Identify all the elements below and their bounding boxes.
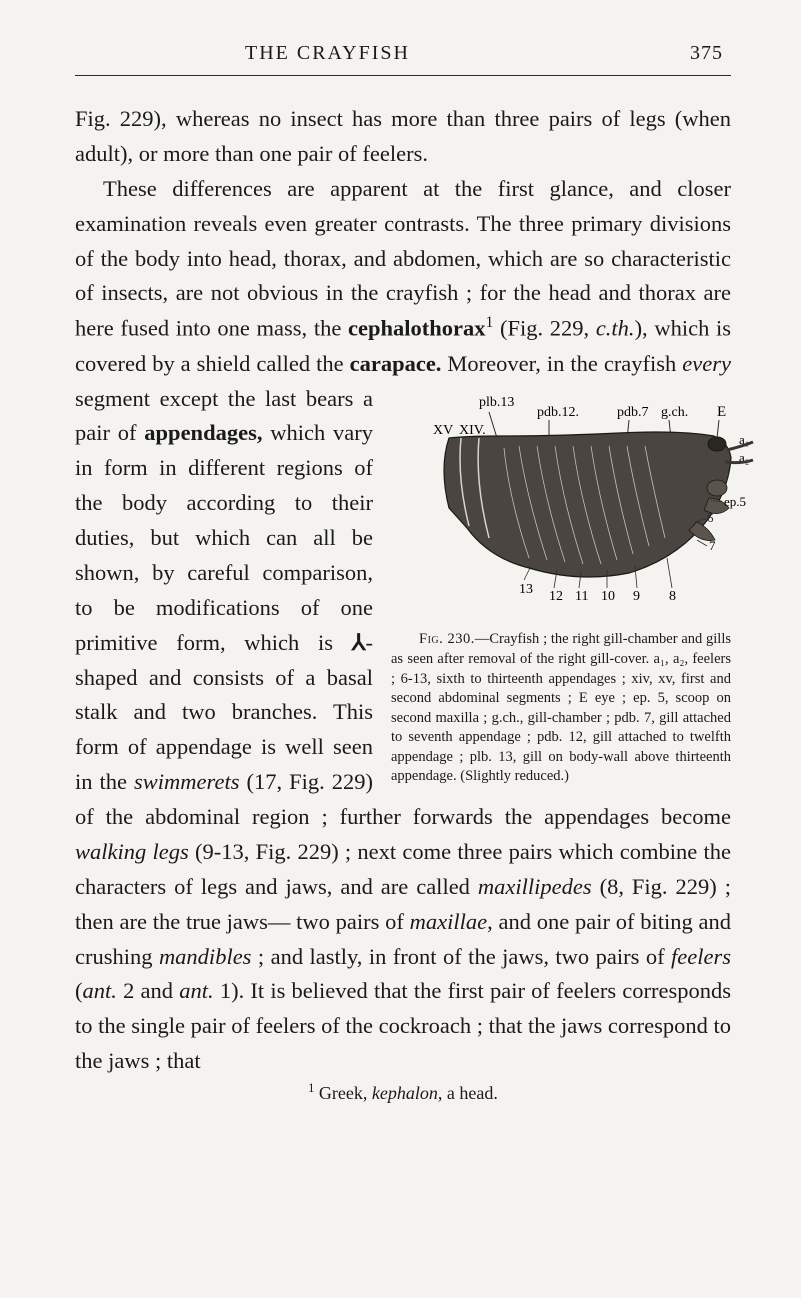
leader-line [489,412,497,438]
abbrev-cth: c.th. [596,316,635,341]
footnote-text-b: , a head. [438,1083,498,1103]
footnote: 1 Greek, kephalon, a head. [75,1079,731,1108]
body-text: Fig. 229), whereas no insect has more th… [75,102,731,1108]
lambda-symbol: ⅄ [352,630,366,655]
abbrev-ant2: ant. [83,978,117,1003]
leader-line [717,420,719,438]
page-header: THE CRAYFISH 375 [75,42,731,65]
figure-caption: Fig. 230.—Crayfish ; the right gill-cham… [391,630,731,787]
label-gch: g.ch. [661,405,688,420]
footnote-text-a: Greek, [314,1083,371,1103]
page: THE CRAYFISH 375 Fig. 229), whereas no i… [0,0,801,1148]
term-walking-legs: walking legs [75,839,189,864]
term-maxillae: maxillae [410,909,487,934]
label-9: 9 [633,589,640,604]
term-mandibles: mandibles [159,944,252,969]
page-number: 375 [690,42,723,65]
term-maxillipedes: maxillipedes [478,874,592,899]
text: which vary in form in different regions … [75,420,373,654]
abbrev-ant1: ant. [179,978,213,1003]
label-8: 8 [669,589,676,604]
label-E: E [717,404,726,420]
header-title: THE CRAYFISH [245,42,410,65]
word-every: every [682,351,731,376]
eye [708,437,726,451]
label-plb13: plb.13 [479,395,514,410]
text: (Fig. 229, [493,316,595,341]
label-7: 7 [709,538,716,553]
leader-line [697,540,707,546]
label-12: 12 [549,589,563,604]
paragraph-2: These differences are apparent at the fi… [75,172,731,1079]
label-6: 6 [707,510,714,525]
label-ep5: ep.5 [724,494,746,509]
paragraph-1: Fig. 229), whereas no insect has more th… [75,102,731,172]
leader-line [667,558,672,588]
label-11: 11 [575,589,588,604]
term-feelers: feelers [671,944,731,969]
term-carapace: carapace. [350,351,442,376]
term-appendages: appendages, [144,420,262,445]
text: Moreover, in the crayfish [441,351,682,376]
caption-text: —Crayfish ; the right gill-chamber and g… [391,631,731,784]
crayfish-diagram: plb.13 pdb.12. pdb.7 g.ch. E XV XIV. a₁ … [419,388,759,618]
footnote-italic: kephalon [372,1083,438,1103]
label-pdb7: pdb.7 [617,405,649,420]
text: Fig. 229), whereas no insect has more th… [75,106,731,166]
term-swimmerets: swimmerets [134,769,239,794]
crayfish-body [444,432,731,577]
label-10: 10 [601,589,615,604]
caption-lead: Fig. 230. [419,631,475,647]
figure-block: plb.13 pdb.12. pdb.7 g.ch. E XV XIV. a₁ … [391,388,731,787]
text: 2 and [117,978,179,1003]
text: ; and lastly, in front of the jaws, two … [251,944,671,969]
label-13: 13 [519,582,533,597]
text: ( [75,978,83,1003]
label-xv: XV [433,423,453,438]
label-pdb12: pdb.12. [537,405,579,420]
header-divider [75,75,731,76]
term-cephalothorax: cephalothorax [348,316,486,341]
